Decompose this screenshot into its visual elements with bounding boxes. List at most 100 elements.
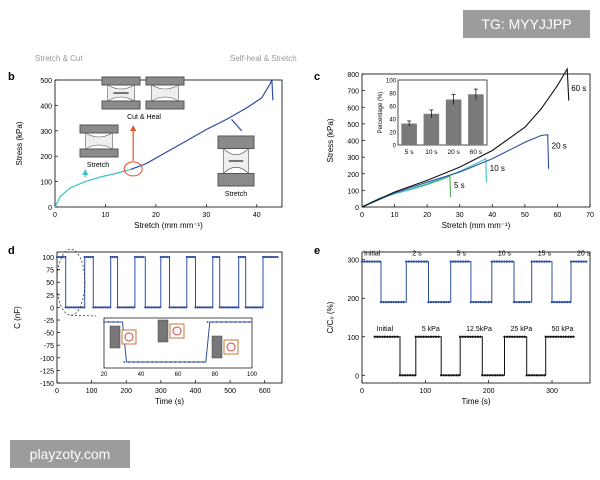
inset-data-point (137, 361, 140, 363)
sensor-icon-1 (109, 325, 137, 349)
stretch-arrow-right (231, 118, 243, 132)
data-point-blue (493, 260, 496, 263)
data-point (158, 306, 161, 309)
data-point (194, 255, 197, 259)
data-point-black (396, 335, 399, 338)
data-point-blue (477, 300, 480, 304)
data-point-blue (469, 300, 473, 304)
y-tick-label: 500 (347, 122, 359, 129)
inset-data-point (220, 321, 223, 323)
data-point (98, 306, 101, 309)
data-point-blue (387, 300, 390, 304)
data-point-blue (442, 300, 445, 304)
data-point (118, 306, 121, 309)
data-point (62, 255, 65, 259)
inset-x-tick-label: 40 (138, 372, 145, 378)
sensor-ring (226, 342, 236, 352)
data-point (274, 255, 277, 259)
data-point-blue (560, 300, 564, 304)
data-point-black (528, 374, 531, 377)
data-point (96, 306, 99, 309)
data-point (140, 255, 143, 259)
data-point (83, 306, 86, 309)
inset-data-point (128, 361, 130, 363)
data-point-blue (445, 300, 448, 304)
panel-letter-d: d (8, 245, 15, 257)
data-point (68, 306, 71, 309)
data-point-black (516, 335, 519, 338)
cut-heal-ellipse (123, 161, 143, 177)
data-point-black (393, 335, 397, 338)
data-point-blue (382, 300, 385, 304)
panel-letter-c: c (314, 71, 320, 83)
y-tick-label: -75 (44, 343, 54, 350)
data-point-blue (558, 300, 561, 304)
data-point (204, 306, 207, 309)
data-point (213, 255, 216, 259)
series-line-20s (361, 134, 550, 208)
inset-y-tick-label: 40 (389, 118, 396, 124)
inset-data-point (103, 321, 105, 323)
data-point-blue (368, 260, 371, 263)
x-tick-label: 10 (391, 212, 399, 219)
plateau-label: 50 kPa (552, 326, 574, 333)
zoom-connector (70, 314, 97, 317)
data-point-black (464, 335, 467, 338)
plateau-label: 5 s (457, 251, 467, 258)
data-point (137, 255, 141, 259)
data-point-blue (432, 300, 435, 304)
data-point-blue (474, 300, 478, 304)
series-line-before-cut (54, 168, 131, 208)
data-point-black (544, 335, 547, 338)
data-point-black (457, 374, 461, 377)
data-point-blue (490, 260, 493, 263)
data-point (168, 306, 171, 309)
plateau-label: 20 s (577, 251, 591, 258)
data-point-black (496, 374, 499, 377)
data-point-blue (484, 300, 488, 304)
data-point (180, 306, 184, 309)
y-tick-label: 600 (347, 105, 359, 112)
data-point-black (533, 374, 536, 377)
data-point-blue (412, 260, 416, 263)
data-point-black (488, 374, 492, 377)
series-label: 10 s (490, 164, 505, 173)
data-point-blue (585, 260, 588, 263)
data-point (85, 255, 88, 259)
y-tick-label: 0 (48, 205, 52, 212)
data-point-blue (490, 300, 493, 304)
data-point (198, 306, 201, 309)
specimen-body (85, 132, 113, 150)
data-point (156, 306, 159, 309)
inset-x-tick-label: 100 (247, 372, 258, 378)
inset-data-point (183, 361, 186, 363)
data-point-blue (500, 260, 504, 263)
data-point-blue (457, 260, 460, 263)
data-point-black (422, 335, 425, 338)
data-point-black (414, 374, 417, 377)
data-point-black (540, 374, 544, 377)
data-point-black (486, 374, 489, 377)
data-point (72, 306, 76, 309)
data-point-blue (363, 260, 366, 263)
y-axis-label: Stress (kPa) (326, 118, 335, 162)
data-point-blue (503, 260, 506, 263)
data-point (226, 306, 230, 309)
data-point (241, 255, 244, 259)
y-axis-label: C (nF) (13, 306, 22, 329)
data-point-black (476, 335, 480, 338)
data-point (106, 306, 109, 309)
data-point-blue (429, 300, 433, 304)
sensor-block (157, 319, 169, 343)
data-point (109, 255, 112, 259)
data-point-black (398, 374, 402, 377)
data-point-blue (402, 300, 405, 304)
specimen-heal (145, 76, 185, 110)
data-point (257, 306, 260, 309)
data-point-blue (577, 260, 580, 263)
data-point (146, 306, 149, 309)
inset-data-point (169, 361, 172, 363)
cropped-header-right: Self-heal & Stretch (230, 55, 297, 63)
